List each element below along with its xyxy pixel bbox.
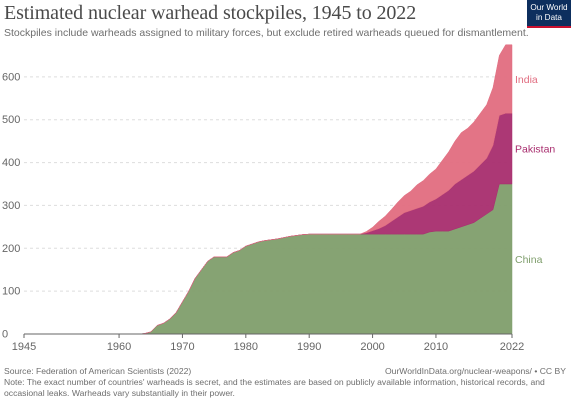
series-label-china: China [515,254,543,266]
logo-line-1: Our World [530,3,568,12]
y-tick-label: 200 [2,243,20,255]
chart-subtitle: Stockpiles include warheads assigned to … [4,27,529,39]
x-tick-label: 1990 [297,341,321,353]
x-tick-label: 1945 [12,341,36,353]
owid-logo[interactable]: Our World in Data [527,0,571,28]
x-tick-label: 2010 [424,341,448,353]
series-label-india: India [515,74,538,86]
source-text: Source: Federation of American Scientist… [4,366,192,376]
y-tick-label: 100 [2,286,20,298]
y-tick-label: 500 [2,114,20,126]
x-tick-label: 1960 [107,341,131,353]
x-tick-label: 2022 [500,341,524,353]
y-tick-label: 600 [2,71,20,83]
chart-title: Estimated nuclear warhead stockpiles, 19… [4,2,417,24]
x-tick-label: 1980 [234,341,258,353]
series-label-pakistan: Pakistan [515,144,555,156]
license-link[interactable]: OurWorldInData.org/nuclear-weapons/ • CC… [384,366,566,376]
y-tick-label: 300 [2,200,20,212]
note-text: Note: The exact number of countries' war… [4,377,545,398]
x-tick-label: 1970 [170,341,194,353]
y-tick-label: 400 [2,157,20,169]
x-tick-label: 2000 [360,341,384,353]
logo-line-2: in Data [536,13,562,22]
y-tick-label: 0 [2,329,8,341]
series-area-india [24,44,513,335]
